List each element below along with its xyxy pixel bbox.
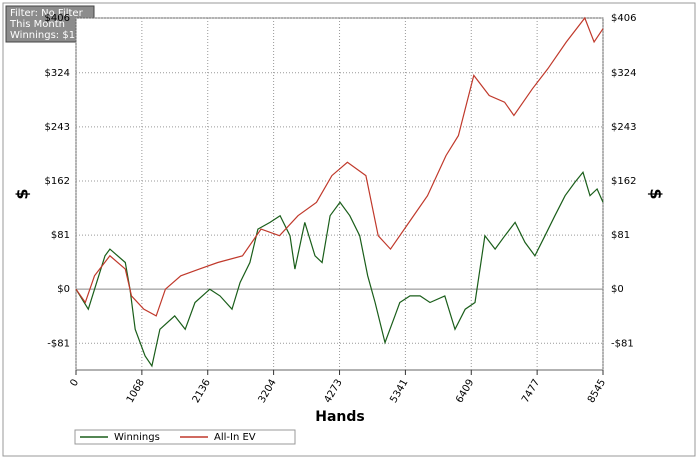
y-axis-label: $ bbox=[13, 188, 32, 199]
series-line bbox=[75, 16, 604, 317]
y2-axis-label: $ bbox=[647, 188, 666, 199]
y-tick-label: $162 bbox=[45, 176, 70, 187]
y2-tick-label: $81 bbox=[611, 230, 630, 241]
y-tick-label: $0 bbox=[57, 284, 70, 295]
info-line: This Month bbox=[9, 19, 65, 30]
plot-area bbox=[75, 17, 604, 371]
y2-tick-label: $162 bbox=[611, 176, 636, 187]
x-axis-label: Hands bbox=[315, 409, 365, 425]
y-tick-label: $81 bbox=[51, 230, 70, 241]
legend-label: All-In EV bbox=[214, 432, 256, 443]
x-tick-label: 0 bbox=[68, 378, 81, 389]
legend-label: Winnings bbox=[114, 432, 160, 443]
y-tick-label: $324 bbox=[45, 68, 70, 79]
y-tick-label: $406 bbox=[45, 13, 70, 24]
y2-tick-label: $324 bbox=[611, 68, 636, 79]
y2-tick-label: $0 bbox=[611, 284, 624, 295]
info-line: Winnings: $105.10 bbox=[10, 30, 104, 41]
y2-tick-label: $406 bbox=[611, 13, 636, 24]
y-tick-label: $243 bbox=[45, 122, 70, 133]
info-line: Filter: No Filter bbox=[10, 8, 84, 19]
y2-tick-label: $243 bbox=[611, 122, 636, 133]
y2-tick-label: -$81 bbox=[611, 338, 634, 349]
y-tick-label: -$81 bbox=[47, 338, 70, 349]
series-line bbox=[75, 171, 604, 368]
